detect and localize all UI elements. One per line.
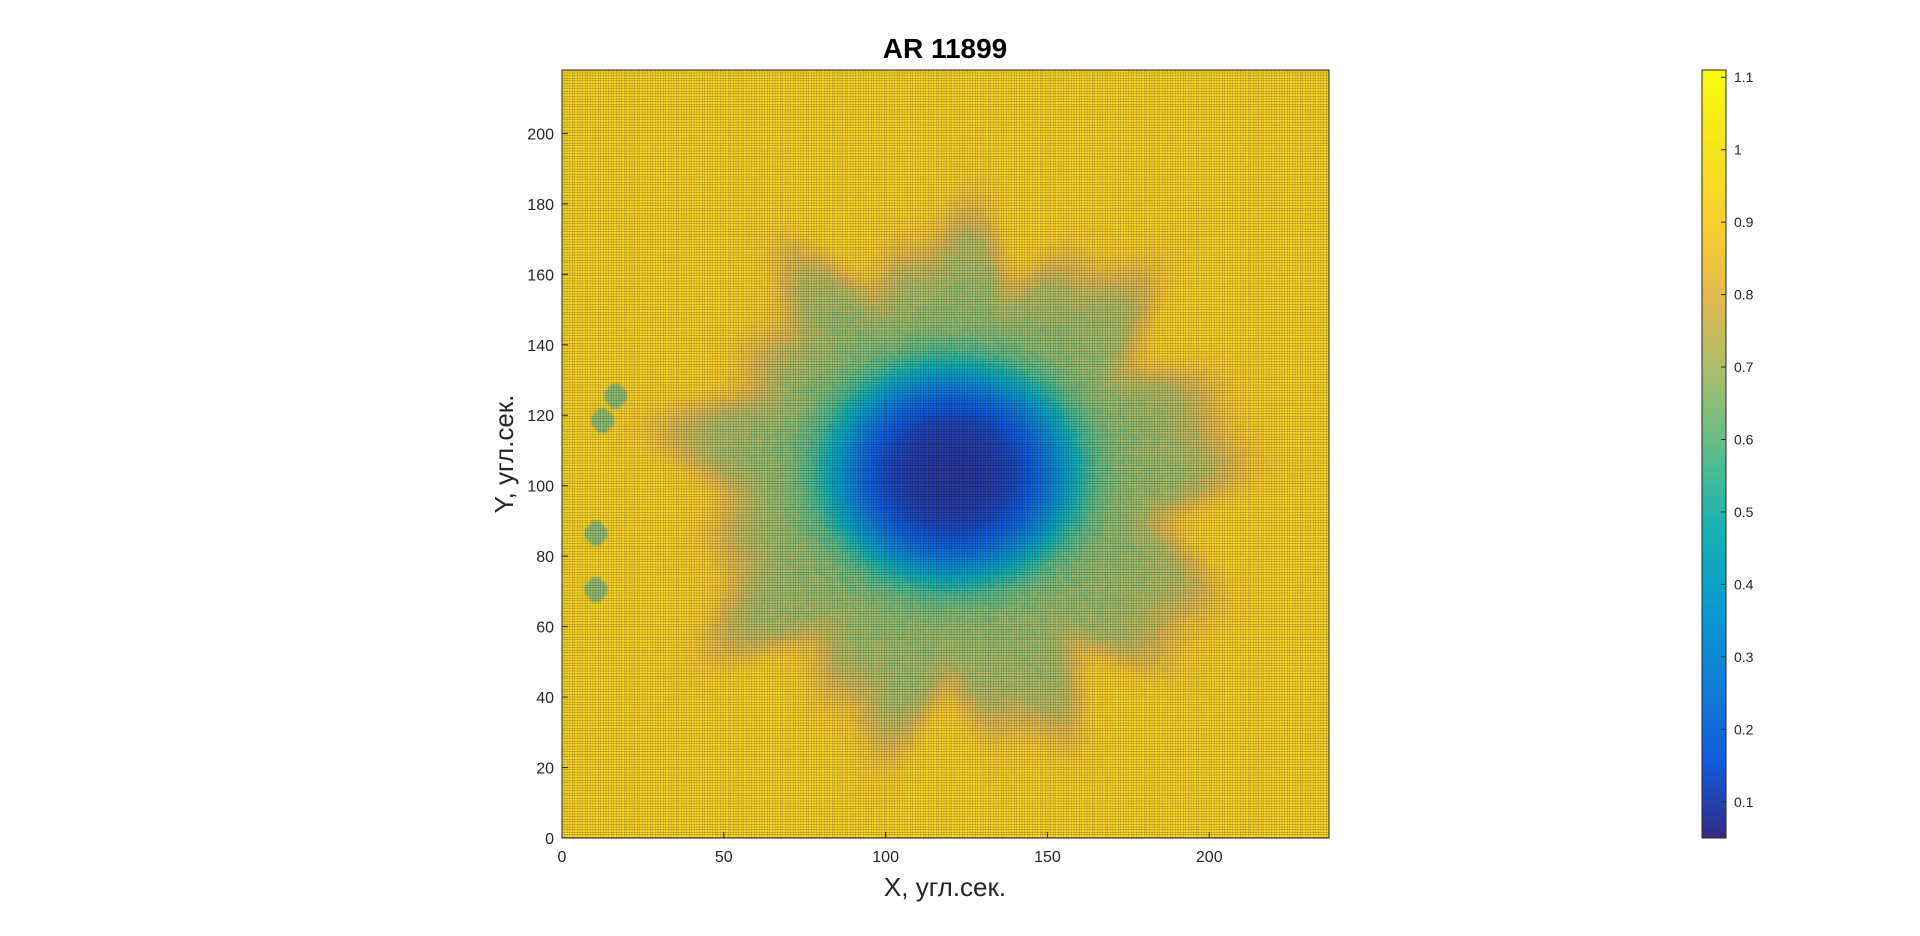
colorbar-tick-label: 0.8 (1734, 287, 1754, 303)
y-tick-label: 60 (536, 620, 554, 637)
y-tick-label: 100 (527, 479, 554, 496)
y-tick-label: 0 (545, 831, 554, 848)
y-tick-label: 20 (536, 761, 554, 778)
colorbar-tick-label: 0.3 (1734, 649, 1754, 665)
colorbar: 0.1 0.2 0.3 0.4 0.5 0.6 0.7 0.8 0.9 1 1.1 (1701, 69, 1754, 839)
x-tick-label: 50 (715, 849, 733, 866)
colorbar-tick-label: 0.9 (1734, 214, 1754, 230)
y-tick-label: 200 (527, 126, 554, 143)
colorbar-tick-label: 1.1 (1734, 69, 1754, 85)
y-axis-label: Y, угл.сек. (489, 395, 519, 514)
mesh-grid-overlay (562, 70, 1329, 838)
colorbar-tick-label: 0.2 (1734, 721, 1754, 737)
colorbar-tick-label: 0.4 (1734, 576, 1754, 592)
colorbar-tick-label: 0.1 (1734, 794, 1754, 810)
y-axis-ticks: 0 20 40 60 80 100 120 140 160 180 200 (527, 126, 568, 848)
y-tick-label: 140 (527, 338, 554, 355)
x-tick-label: 100 (872, 849, 899, 866)
colorbar-scale (1701, 69, 1727, 839)
colorbar-tick-label: 1 (1734, 142, 1742, 158)
x-axis-ticks: 0 50 100 150 200 (558, 832, 1223, 866)
colorbar-tick-label: 0.5 (1734, 504, 1754, 520)
plot-frame (561, 69, 1330, 839)
x-tick-label: 0 (558, 849, 567, 866)
y-tick-label: 120 (527, 408, 554, 425)
y-tick-label: 80 (536, 549, 554, 566)
heatmap-plot-area (562, 70, 1329, 838)
x-tick-label: 200 (1196, 849, 1223, 866)
y-tick-label: 180 (527, 197, 554, 214)
colorbar-tick-label: 0.6 (1734, 432, 1754, 448)
x-tick-label: 150 (1034, 849, 1061, 866)
y-tick-label: 160 (527, 267, 554, 284)
x-axis-label: X, угл.сек. (884, 872, 1006, 902)
y-tick-label: 40 (536, 690, 554, 707)
chart-title: AR 11899 (883, 33, 1008, 64)
colorbar-tick-label: 0.7 (1734, 359, 1754, 375)
colorbar-ticks: 0.1 0.2 0.3 0.4 0.5 0.6 0.7 0.8 0.9 1 1.1 (1721, 69, 1754, 810)
